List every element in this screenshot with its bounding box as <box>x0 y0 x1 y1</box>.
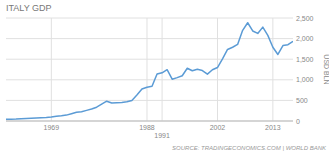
y-grid-line <box>6 59 293 60</box>
source-note: SOURCE: TRADINGECONOMICS.COM | WORLD BAN… <box>172 145 327 151</box>
x-tick-label: 1969 <box>44 124 60 131</box>
series <box>6 23 293 120</box>
y-tick-label: 500 <box>296 97 308 104</box>
grid <box>6 18 293 121</box>
x-grid-line <box>272 18 273 121</box>
y-grid-line <box>6 100 293 101</box>
y-grid-line <box>6 18 293 19</box>
chart: ITALY GDP 0 500 1,000 1,500 2,000 2,500 1969 198… <box>0 0 329 153</box>
y-axis-label: USD BLN <box>323 54 329 84</box>
x-tick-label: 2013 <box>265 124 281 131</box>
x-grid-line <box>51 18 52 121</box>
x-grid-line <box>146 18 147 121</box>
y-grid-line <box>6 38 293 39</box>
y-tick-label: 1,500 <box>296 56 314 63</box>
x-grid-line <box>162 18 163 121</box>
y-tick-label: 0 <box>296 118 300 125</box>
x-tick-label: 1988 <box>139 124 155 131</box>
y-tick-label: 2,500 <box>296 15 314 22</box>
y-grid-line <box>6 121 293 122</box>
gdp-line <box>6 23 293 120</box>
y-tick-label: 2,000 <box>296 35 314 42</box>
x-tick-label: 2002 <box>210 124 226 131</box>
x-tick-label: 1991 <box>154 132 170 139</box>
y-grid-line <box>6 79 293 80</box>
title: ITALY GDP <box>6 3 52 13</box>
y-tick-label: 1,000 <box>296 76 314 83</box>
x-grid-line <box>217 18 218 121</box>
x-axis-line <box>6 121 293 122</box>
